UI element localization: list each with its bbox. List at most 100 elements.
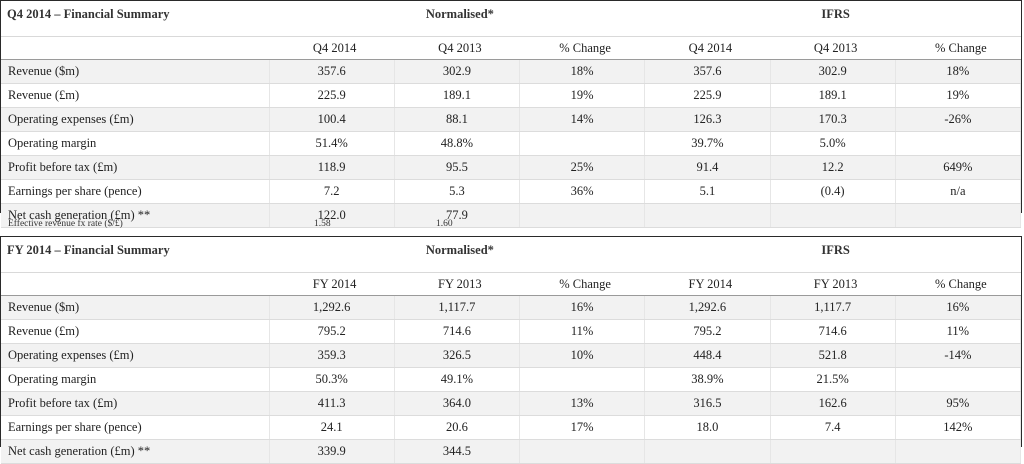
cell-value: (0.4) xyxy=(770,179,896,204)
q4-col-header: Q4 2013 xyxy=(394,36,520,60)
cell-value: 13% xyxy=(519,391,646,416)
table-row: Revenue ($m) 1,292.6 1,117.7 16% 1,292.6… xyxy=(1,295,1022,320)
cell-value xyxy=(895,203,1022,228)
cell-value xyxy=(644,203,771,228)
q4-col-header: % Change xyxy=(895,36,1021,60)
cell-value: n/a xyxy=(895,179,1022,204)
cell-value: 19% xyxy=(895,83,1022,108)
table-row: Net cash generation (£m) ** 339.9 344.5 xyxy=(1,439,1022,464)
fy-col-header: FY 2014 xyxy=(269,272,395,296)
table-row: Operating margin 50.3% 49.1% 38.9% 21.5% xyxy=(1,367,1022,392)
table-row: Revenue ($m) 357.6 302.9 18% 357.6 302.9… xyxy=(1,59,1022,84)
cell-value: 122.0 xyxy=(269,203,395,228)
table-row: Revenue (£m) 795.2 714.6 11% 795.2 714.6… xyxy=(1,319,1022,344)
cell-value: 714.6 xyxy=(394,319,521,344)
cell-value: 162.6 xyxy=(770,391,896,416)
cell-value: 795.2 xyxy=(644,319,771,344)
row-label: Operating margin xyxy=(1,131,270,156)
cell-value xyxy=(519,439,646,464)
cell-value: 5.1 xyxy=(644,179,771,204)
q4-col-header: Q4 2014 xyxy=(644,36,770,60)
fy-table-title: FY 2014 – Financial Summary xyxy=(7,243,170,257)
cell-value: 14% xyxy=(519,107,646,132)
cell-value: 142% xyxy=(895,415,1022,440)
row-label: Earnings per share (pence) xyxy=(1,179,270,204)
cell-value: 411.3 xyxy=(269,391,395,416)
cell-value: 714.6 xyxy=(770,319,896,344)
q4-header-blank xyxy=(1,36,269,60)
cell-value: 24.1 xyxy=(269,415,395,440)
fy-col-header: FY 2014 xyxy=(644,272,770,296)
table-row: Earnings per share (pence) 7.2 5.3 36% 5… xyxy=(1,179,1022,204)
cell-value: 339.9 xyxy=(269,439,395,464)
cell-value: 5.0% xyxy=(770,131,896,156)
cell-value: 7.2 xyxy=(269,179,395,204)
fx-rate-q4-2014: 1.58 xyxy=(314,219,331,229)
q4-summary-table: Q4 2014 – Financial Summary Normalised* … xyxy=(0,0,1022,228)
fy-title-row: FY 2014 – Financial Summary Normalised* … xyxy=(1,237,1021,273)
table-row: Net cash generation (£m) ** 122.0 77.9 xyxy=(1,203,1022,228)
row-label: Operating expenses (£m) xyxy=(1,343,270,368)
q4-normalised-group-header: Normalised* xyxy=(425,7,494,21)
cell-value: 100.4 xyxy=(269,107,395,132)
cell-value: 170.3 xyxy=(770,107,896,132)
cell-value: 10% xyxy=(519,343,646,368)
cell-value: 126.3 xyxy=(644,107,771,132)
cell-value: 25% xyxy=(519,155,646,180)
cell-value xyxy=(519,131,646,156)
fy-header-blank xyxy=(1,272,269,296)
cell-value: 18.0 xyxy=(644,415,771,440)
cell-value: 302.9 xyxy=(770,59,896,84)
fy-summary-table: FY 2014 – Financial Summary Normalised* … xyxy=(0,236,1022,464)
row-label: Net cash generation (£m) ** xyxy=(1,203,270,228)
cell-value: 649% xyxy=(895,155,1022,180)
cell-value: 20.6 xyxy=(394,415,521,440)
cell-value: 225.9 xyxy=(269,83,395,108)
row-label: Profit before tax (£m) xyxy=(1,391,270,416)
row-label: Earnings per share (pence) xyxy=(1,415,270,440)
q4-ifrs-group-header: IFRS xyxy=(821,7,850,21)
row-label: Revenue (£m) xyxy=(1,83,270,108)
cell-value: 189.1 xyxy=(394,83,521,108)
table-row: Earnings per share (pence) 24.1 20.6 17%… xyxy=(1,415,1022,440)
fy-ifrs-group-header: IFRS xyxy=(821,243,850,257)
cell-value: 39.7% xyxy=(644,131,771,156)
cell-value: 95.5 xyxy=(394,155,521,180)
cell-value: 344.5 xyxy=(394,439,521,464)
cell-value xyxy=(770,203,896,228)
cell-value: 1,292.6 xyxy=(269,295,395,320)
cell-value xyxy=(895,131,1022,156)
cell-value: 49.1% xyxy=(394,367,521,392)
cell-value: 316.5 xyxy=(644,391,771,416)
fx-rate-label: Effective revenue fx rate ($/£) xyxy=(8,219,123,229)
fy-table: FY 2014 – Financial Summary Normalised* … xyxy=(1,237,1022,464)
cell-value: 118.9 xyxy=(269,155,395,180)
q4-table-title: Q4 2014 – Financial Summary xyxy=(7,7,170,21)
row-label: Net cash generation (£m) ** xyxy=(1,439,270,464)
q4-column-header-row: Q4 2014 Q4 2013 % Change Q4 2014 Q4 2013… xyxy=(1,36,1021,60)
cell-value: 12.2 xyxy=(770,155,896,180)
cell-value: 302.9 xyxy=(394,59,521,84)
q4-table: Q4 2014 – Financial Summary Normalised* … xyxy=(1,1,1022,228)
cell-value: -14% xyxy=(895,343,1022,368)
q4-col-header: Q4 2013 xyxy=(770,36,896,60)
cell-value: 7.4 xyxy=(770,415,896,440)
cell-value: 357.6 xyxy=(644,59,771,84)
fy-col-header: % Change xyxy=(895,272,1021,296)
cell-value: 16% xyxy=(519,295,646,320)
cell-value: 11% xyxy=(895,319,1022,344)
cell-value: 77.9 xyxy=(394,203,521,228)
cell-value: 1,117.7 xyxy=(394,295,521,320)
table-row: Revenue (£m) 225.9 189.1 19% 225.9 189.1… xyxy=(1,83,1022,108)
row-label: Operating margin xyxy=(1,367,270,392)
cell-value xyxy=(644,439,771,464)
cell-value: -26% xyxy=(895,107,1022,132)
cell-value: 88.1 xyxy=(394,107,521,132)
cell-value xyxy=(895,439,1022,464)
fy-column-header-row: FY 2014 FY 2013 % Change FY 2014 FY 2013… xyxy=(1,272,1021,296)
cell-value: 48.8% xyxy=(394,131,521,156)
cell-value: 189.1 xyxy=(770,83,896,108)
q4-title-row: Q4 2014 – Financial Summary Normalised* … xyxy=(1,1,1021,37)
table-row: Operating expenses (£m) 100.4 88.1 14% 1… xyxy=(1,107,1022,132)
row-label: Revenue ($m) xyxy=(1,59,270,84)
